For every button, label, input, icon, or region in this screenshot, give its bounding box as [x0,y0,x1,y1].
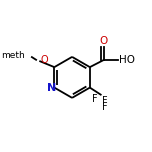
Text: N: N [47,83,56,93]
Text: O: O [40,55,48,65]
Text: F: F [92,94,97,104]
Text: F: F [102,96,108,106]
Text: F: F [102,102,108,112]
Text: O: O [100,36,108,46]
Text: meth: meth [1,51,25,60]
Text: HO: HO [119,55,135,65]
